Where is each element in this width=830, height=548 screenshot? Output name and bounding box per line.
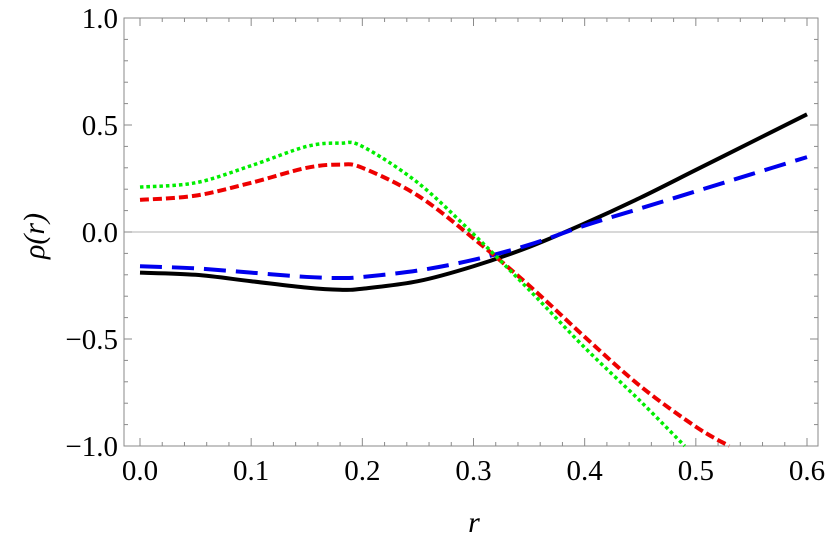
blue-dashed-series — [139, 155, 808, 281]
series-lines — [139, 112, 808, 448]
green-dotted-series — [139, 140, 686, 448]
y-tick-label: 1.0 — [82, 3, 118, 35]
x-axis-label: r — [468, 506, 480, 539]
x-tick-label: 0.1 — [233, 455, 269, 487]
x-tick-label: 0.4 — [567, 455, 604, 487]
x-tick-label: 0.3 — [455, 455, 491, 487]
y-tick-label: 0.0 — [82, 217, 118, 249]
x-tick-label: 0.2 — [344, 455, 380, 487]
y-tick-label: 0.5 — [82, 110, 118, 142]
x-tick-labels: 0.0 0.1 0.2 0.3 0.4 0.5 0.6 — [122, 455, 825, 487]
x-tick-label: 0.0 — [122, 455, 158, 487]
black-solid-series — [139, 112, 808, 292]
y-tick-label: −1.0 — [65, 431, 118, 463]
axis-ticks — [124, 17, 818, 447]
y-tick-label: −0.5 — [65, 324, 118, 356]
x-tick-label: 0.6 — [789, 455, 825, 487]
red-dashed-series — [139, 162, 731, 448]
y-tick-labels: 1.0 0.5 0.0 −0.5 −1.0 — [65, 3, 118, 463]
y-axis-label: ρ(r) — [18, 213, 51, 260]
x-tick-label: 0.5 — [678, 455, 714, 487]
